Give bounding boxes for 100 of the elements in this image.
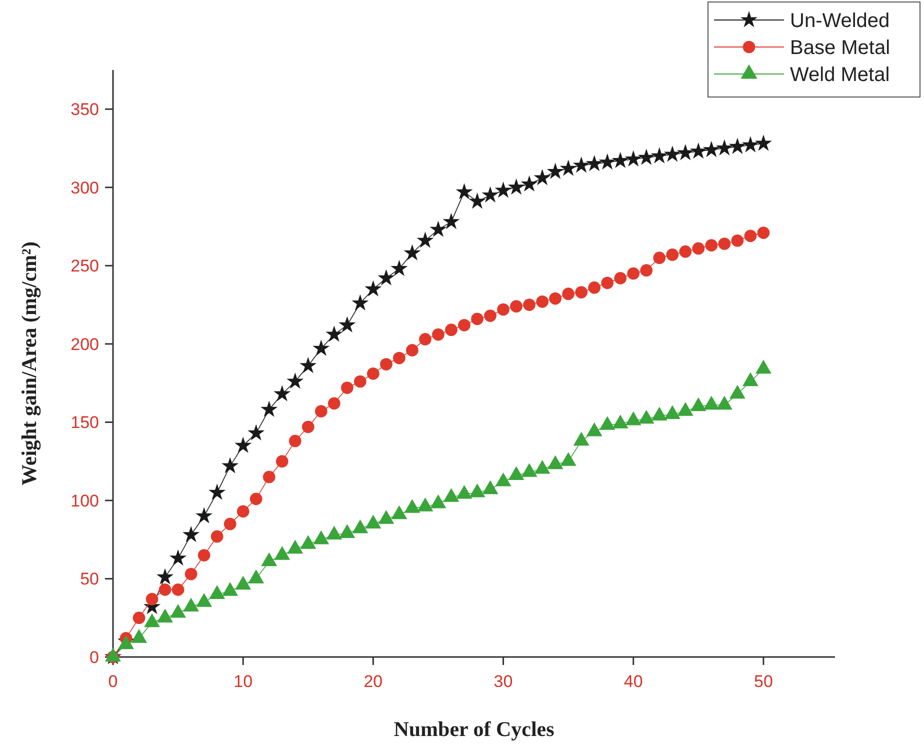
point	[729, 384, 746, 399]
point	[419, 333, 432, 346]
x-tick-label: 50	[754, 672, 773, 691]
point	[612, 414, 628, 428]
point	[380, 358, 392, 370]
point	[664, 146, 681, 162]
point	[430, 220, 447, 237]
legend-label: Weld Metal	[790, 64, 890, 86]
point	[651, 406, 668, 421]
point	[144, 613, 160, 628]
point	[404, 499, 420, 513]
point	[653, 252, 666, 264]
point	[260, 400, 278, 417]
point	[679, 245, 692, 258]
point	[352, 519, 368, 534]
point	[404, 244, 421, 260]
point	[208, 484, 226, 500]
point	[234, 436, 252, 453]
x-tick-label: 30	[494, 672, 513, 691]
point	[312, 340, 330, 356]
point	[300, 535, 316, 549]
point	[222, 582, 238, 596]
point	[417, 498, 434, 512]
point	[443, 488, 460, 502]
y-axis-title: Weight gain/Area (mg/cm²)	[17, 242, 41, 486]
point	[170, 604, 186, 618]
legend-label: Un-Welded	[790, 10, 890, 32]
point	[702, 140, 720, 158]
point	[367, 368, 380, 380]
point	[547, 455, 564, 470]
point	[326, 526, 342, 540]
point	[445, 324, 458, 336]
point	[248, 424, 265, 440]
point	[650, 147, 668, 164]
y-tick-label: 0	[90, 648, 99, 667]
point	[508, 466, 524, 480]
point	[391, 505, 408, 520]
point	[313, 530, 330, 544]
x-tick-label: 40	[624, 672, 643, 691]
point	[302, 420, 314, 434]
point	[692, 242, 705, 255]
point	[364, 280, 382, 296]
point	[560, 452, 576, 466]
point	[677, 402, 694, 416]
point	[625, 411, 642, 426]
point	[755, 360, 772, 374]
point	[614, 272, 627, 284]
x-tick-label: 10	[234, 672, 253, 691]
point	[495, 472, 512, 486]
point	[716, 139, 733, 156]
point	[314, 405, 328, 418]
y-tick-label: 50	[80, 570, 99, 589]
point	[624, 150, 642, 166]
point	[182, 526, 200, 542]
point	[261, 552, 278, 566]
point	[703, 396, 720, 410]
point	[638, 148, 655, 165]
point	[274, 546, 290, 560]
point	[572, 156, 590, 173]
point	[640, 264, 653, 277]
point	[534, 169, 551, 186]
point	[432, 328, 444, 341]
point	[484, 310, 496, 322]
point	[390, 260, 408, 276]
point	[549, 292, 562, 305]
point	[274, 385, 291, 402]
point	[338, 316, 356, 332]
point	[588, 281, 601, 294]
point	[235, 576, 252, 590]
point	[586, 422, 602, 436]
point	[378, 269, 395, 286]
point	[757, 226, 770, 239]
point	[354, 375, 366, 388]
x-tick-label: 0	[108, 672, 118, 691]
point	[728, 138, 746, 154]
legend-label: Base Metal	[790, 37, 890, 59]
y-tick-label: 250	[70, 256, 99, 276]
point	[393, 352, 406, 364]
point	[562, 288, 574, 300]
point	[482, 186, 499, 202]
point	[430, 494, 446, 508]
point	[416, 232, 434, 248]
y-tick-label: 100	[70, 491, 99, 510]
point	[718, 238, 731, 250]
point	[471, 312, 484, 326]
point	[523, 298, 536, 311]
point	[456, 183, 473, 200]
point	[286, 372, 304, 389]
point	[560, 160, 577, 176]
point	[586, 154, 603, 172]
point	[742, 372, 758, 386]
point	[326, 326, 343, 342]
point	[742, 136, 759, 152]
point	[118, 635, 134, 650]
point	[287, 540, 304, 554]
point	[627, 267, 640, 280]
point	[676, 144, 694, 160]
point	[638, 410, 654, 424]
point	[222, 457, 239, 474]
point	[209, 585, 226, 599]
